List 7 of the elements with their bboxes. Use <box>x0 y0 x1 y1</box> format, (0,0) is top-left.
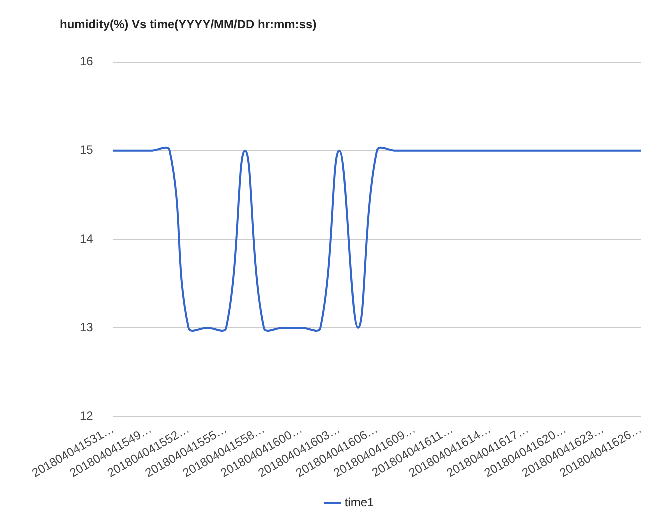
y-tick-label: 16 <box>80 54 94 69</box>
y-tick-label: 14 <box>80 232 94 246</box>
chart-title: humidity(%) Vs time(YYYY/MM/DD hr:mm:ss) <box>60 18 317 32</box>
y-tick-label: 15 <box>80 143 94 158</box>
y-tick-label: 12 <box>80 408 94 423</box>
y-tick-label: 13 <box>80 320 94 334</box>
legend-label: time1 <box>344 495 374 510</box>
